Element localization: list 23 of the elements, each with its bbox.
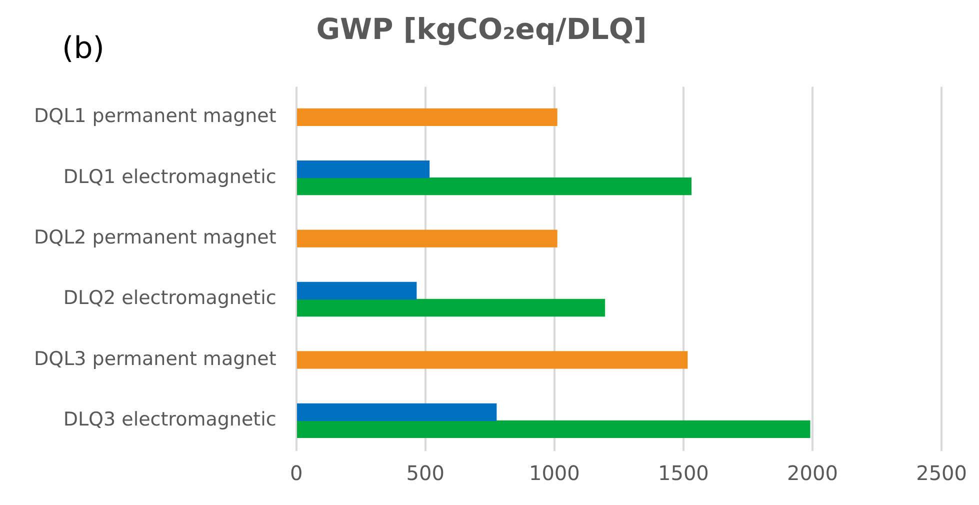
text: (b): [62, 31, 104, 66]
x-tick-label: 1500: [658, 461, 709, 486]
x-tick-label: 2500: [916, 461, 968, 486]
y-tick-label: DLQ1 electromagnetic: [63, 166, 276, 188]
bar: [297, 420, 810, 438]
x-tick-label: 2000: [787, 461, 838, 486]
bar: [297, 351, 688, 369]
chart-title: GWP [kgCO₂eq/DLQ]: [316, 12, 647, 46]
y-tick-label: DLQ2 electromagnetic: [63, 287, 276, 310]
x-tick-label: 0: [290, 461, 303, 486]
bar: [297, 178, 692, 196]
x-tick-label: 500: [406, 461, 444, 486]
bar: [297, 230, 558, 248]
bar: [297, 403, 497, 421]
y-tick-label: DQL3 permanent magnet: [34, 348, 276, 370]
y-tick-label: DQL1 permanent magnet: [34, 105, 276, 128]
bar: [297, 298, 606, 317]
bar: [297, 108, 558, 126]
y-tick-label: DQL2 permanent magnet: [34, 226, 276, 248]
bar: [297, 282, 417, 300]
y-tick-label: DLQ3 electromagnetic: [63, 408, 276, 431]
x-tick-label: 1000: [528, 461, 580, 486]
bar: [297, 160, 430, 178]
